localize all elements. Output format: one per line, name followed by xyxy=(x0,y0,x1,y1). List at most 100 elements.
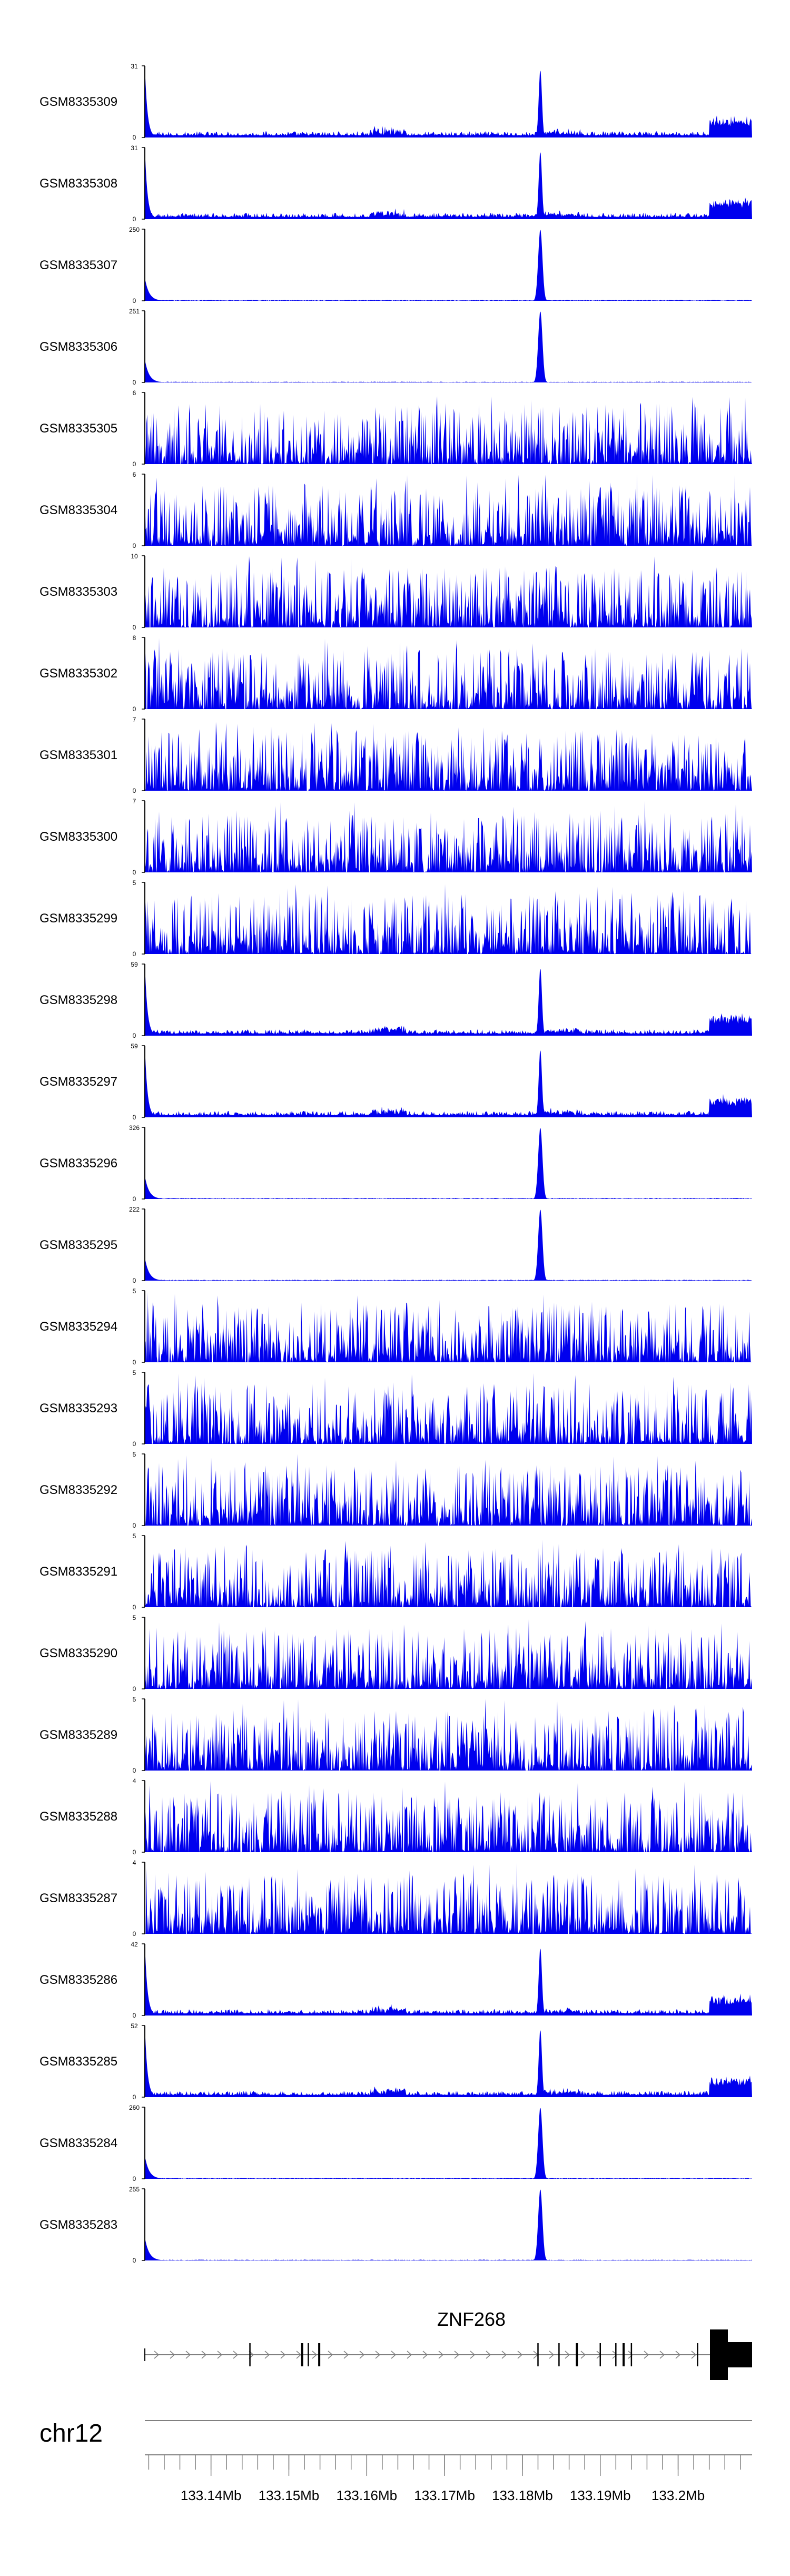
signal-area xyxy=(145,1373,752,1444)
track-GSM8335302: GSM8335302 8 0 xyxy=(39,634,752,713)
gene-exon xyxy=(308,2343,309,2366)
y-max-label: 8 xyxy=(133,634,136,642)
y-max-label: 7 xyxy=(133,716,136,723)
signal-area xyxy=(145,230,752,301)
y-min-label: 0 xyxy=(133,1359,136,1366)
y-min-label: 0 xyxy=(133,1032,136,1039)
track-GSM8335301: GSM8335301 7 0 xyxy=(39,716,752,794)
x-tick-label: 133.15Mb xyxy=(259,2487,320,2503)
signal-area xyxy=(145,1619,752,1689)
track-GSM8335295: GSM8335295 222 0 xyxy=(39,1206,752,1284)
chromosome-label: chr12 xyxy=(39,2420,103,2447)
track-GSM8335300: GSM8335300 7 0 xyxy=(39,798,752,876)
track-GSM8335308: GSM8335308 31 0 xyxy=(39,144,752,223)
signal-area xyxy=(145,556,752,627)
strand-arrow xyxy=(328,2351,333,2359)
signal-area xyxy=(145,66,752,137)
x-tick-label: 133.17Mb xyxy=(414,2487,475,2503)
y-min-label: 0 xyxy=(133,869,136,876)
strand-arrow xyxy=(407,2351,412,2359)
strand-arrow xyxy=(264,2351,270,2359)
track-GSM8335296: GSM8335296 326 0 xyxy=(39,1124,752,1203)
gene-exon xyxy=(615,2343,617,2366)
track-label: GSM8335294 xyxy=(39,1320,117,1334)
strand-arrow xyxy=(422,2351,428,2359)
y-max-label: 10 xyxy=(131,553,138,560)
strand-arrow xyxy=(486,2351,491,2359)
signal-area xyxy=(145,1046,752,1117)
genome-axis: 133.14Mb 133.15Mb 133.16Mb 133.17Mb 133.18Mb… xyxy=(145,2454,752,2503)
track-label: GSM8335288 xyxy=(39,1810,117,1824)
track-GSM8335299: GSM8335299 5 0 xyxy=(39,879,752,958)
strand-arrow xyxy=(343,2351,349,2359)
strand-arrow xyxy=(454,2351,460,2359)
track-GSM8335285: GSM8335285 52 0 xyxy=(39,2022,752,2101)
strand-arrow xyxy=(501,2351,507,2359)
strand-arrow xyxy=(391,2351,397,2359)
y-max-label: 5 xyxy=(133,1287,136,1295)
strand-arrow xyxy=(549,2351,555,2359)
x-tick-label: 133.19Mb xyxy=(570,2487,631,2503)
strand-arrow xyxy=(644,2351,649,2359)
signal-area xyxy=(145,884,752,954)
y-max-label: 42 xyxy=(131,1941,138,1948)
strand-arrow xyxy=(675,2351,681,2359)
y-max-label: 6 xyxy=(133,389,136,397)
y-min-label: 0 xyxy=(133,1685,136,1693)
strand-arrow xyxy=(612,2351,618,2359)
y-min-label: 0 xyxy=(133,134,136,141)
track-GSM8335309: GSM8335309 31 0 xyxy=(39,63,752,141)
track-GSM8335289: GSM8335289 5 0 xyxy=(39,1696,752,1774)
track-GSM8335297: GSM8335297 59 0 xyxy=(39,1043,752,1121)
track-label: GSM8335308 xyxy=(39,176,117,191)
y-max-label: 5 xyxy=(133,879,136,887)
y-min-label: 0 xyxy=(133,215,136,223)
track-GSM8335286: GSM8335286 42 0 xyxy=(39,1941,752,2019)
track-label: GSM8335286 xyxy=(39,1973,117,1987)
signal-area xyxy=(145,396,752,464)
signal-area xyxy=(145,1781,752,1852)
gene-exon xyxy=(301,2343,303,2366)
strand-arrow xyxy=(691,2351,697,2359)
signal-area xyxy=(145,474,752,546)
track-GSM8335294: GSM8335294 5 0 xyxy=(39,1287,752,1366)
track-label: GSM8335291 xyxy=(39,1565,117,1579)
y-min-label: 0 xyxy=(133,705,136,713)
y-min-label: 0 xyxy=(133,624,136,631)
y-max-label: 59 xyxy=(131,961,138,968)
signal-area xyxy=(145,2108,752,2179)
signal-area xyxy=(145,1454,752,1526)
y-max-label: 255 xyxy=(129,2186,140,2193)
y-max-label: 250 xyxy=(129,226,140,233)
gene-exon xyxy=(318,2343,321,2366)
y-max-label: 4 xyxy=(133,1859,136,1866)
track-label: GSM8335287 xyxy=(39,1891,117,1905)
strand-arrow xyxy=(312,2351,318,2359)
signal-area xyxy=(145,1210,752,1281)
track-GSM8335287: GSM8335287 4 0 xyxy=(39,1859,752,1938)
gene-exon xyxy=(249,2343,251,2366)
strand-arrow xyxy=(659,2351,665,2359)
signal-area xyxy=(145,1292,752,1362)
gene-exon xyxy=(576,2343,578,2366)
track-label: GSM8335295 xyxy=(39,1238,117,1252)
y-min-label: 0 xyxy=(133,379,136,386)
gene-name-label: ZNF268 xyxy=(437,2308,506,2330)
y-min-label: 0 xyxy=(133,2012,136,2019)
track-label: GSM8335298 xyxy=(39,993,117,1007)
y-min-label: 0 xyxy=(133,2257,136,2264)
signal-area xyxy=(145,148,752,219)
y-max-label: 326 xyxy=(129,1124,140,1132)
y-max-label: 5 xyxy=(133,1451,136,1458)
track-label: GSM8335290 xyxy=(39,1646,117,1660)
strand-arrow xyxy=(628,2351,634,2359)
y-max-label: 5 xyxy=(133,1614,136,1621)
strand-arrow xyxy=(154,2351,160,2359)
y-min-label: 0 xyxy=(133,787,136,794)
strand-arrow xyxy=(517,2351,523,2359)
track-GSM8335291: GSM8335291 5 0 xyxy=(39,1532,752,1611)
gene-utr xyxy=(727,2342,752,2367)
track-label: GSM8335293 xyxy=(39,1401,117,1415)
track-label: GSM8335289 xyxy=(39,1728,117,1742)
signal-area xyxy=(145,1699,752,1771)
